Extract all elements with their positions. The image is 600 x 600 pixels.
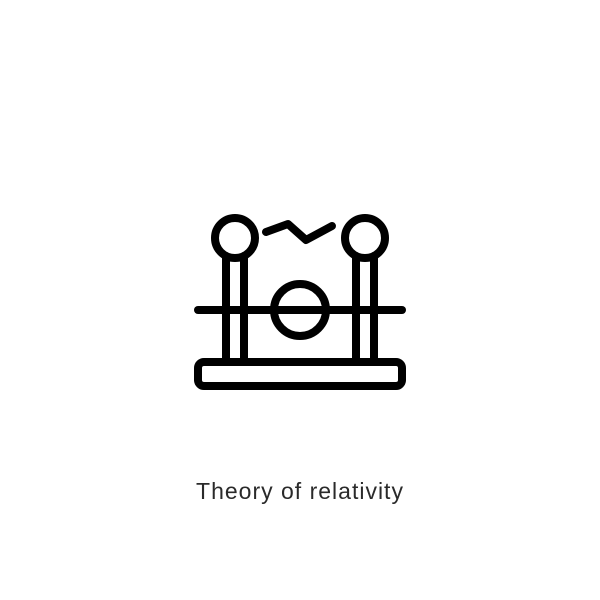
icon-card: Theory of relativity [0, 0, 600, 600]
theory-of-relativity-icon [170, 190, 430, 400]
icon-caption: Theory of relativity [0, 478, 600, 505]
